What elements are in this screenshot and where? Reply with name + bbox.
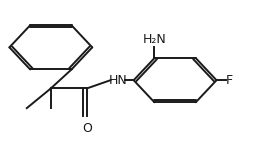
Text: HN: HN xyxy=(108,74,127,87)
Text: H₂N: H₂N xyxy=(143,33,166,46)
Text: F: F xyxy=(226,74,233,87)
Text: O: O xyxy=(82,122,92,135)
